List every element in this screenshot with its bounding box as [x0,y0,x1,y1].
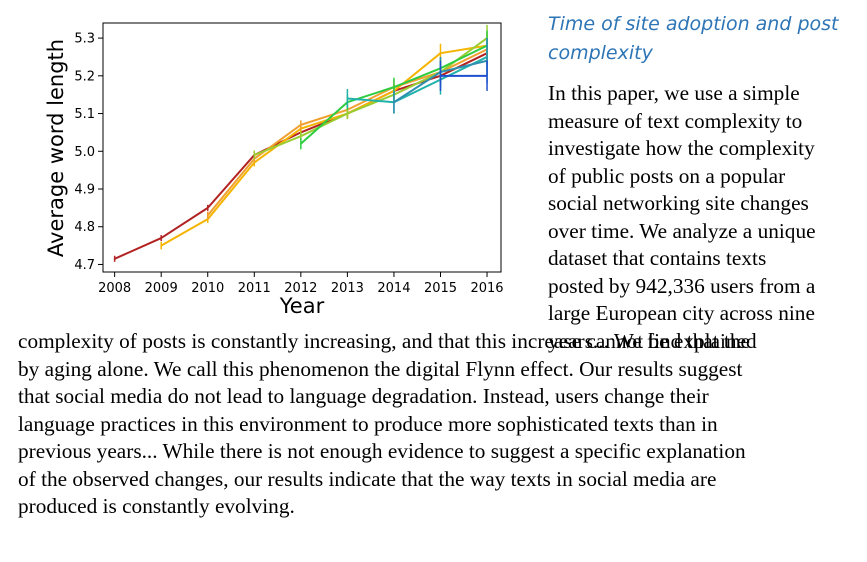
y-tick-label: 5.1 [74,107,95,122]
line-chart-figure: 2008 2009 2010 2011 2012 2013 2014 2015 2016 4.7… [0,0,520,330]
abstract-line: In this paper, we use a simple [548,81,800,105]
y-tick-label: 4.7 [74,258,95,273]
abstract-text-top: In this paper, we use a simple measure o… [548,80,860,355]
abstract-text-bottom: complexity of posts is constantly increa… [18,328,863,521]
y-axis-ticks: 4.7 4.8 4.9 5.0 5.1 5.2 5.3 [74,32,103,273]
abstract-line: investigate how the complexity [548,136,815,160]
abstract-line: language practices in this environment t… [18,411,718,436]
x-tick-label: 2009 [145,281,178,296]
abstract-line: complexity of posts is constantly increa… [18,329,757,353]
abstract-line: dataset that contains texts [548,246,767,270]
abstract-line: previous years... While there is not eno… [18,439,746,463]
x-tick-label: 2012 [284,281,317,296]
abstract-line: produced is constantly evolving. [18,494,295,518]
abstract-line: large European city across nine [548,301,815,325]
x-tick-label: 2011 [238,281,271,296]
x-tick-label: 2015 [424,281,457,296]
y-tick-label: 5.3 [74,32,95,47]
series-line-2 [160,44,488,247]
x-tick-label: 2014 [377,281,410,296]
x-tick-label: 2010 [191,281,224,296]
abstract-line: measure of text complexity to [548,108,803,133]
x-tick-label: 2013 [331,281,364,296]
series-line-6 [347,56,488,104]
x-axis-ticks: 2008 2009 2010 2011 2012 2013 2014 2015 2016 [98,272,504,296]
abstract-line: that social media do not lead to languag… [18,384,709,408]
x-axis-title: Year [279,294,325,318]
x-tick-label: 2016 [470,281,503,296]
series-line-4 [253,37,488,156]
y-tick-label: 4.9 [74,183,95,198]
chart-svg: 2008 2009 2010 2011 2012 2013 2014 2015 2016 4.7… [44,22,504,318]
plot-frame [102,22,502,273]
y-tick-label: 5.2 [74,69,95,84]
abstract-line: of the observed changes, our results ind… [18,466,717,491]
abstract-line: of public posts on a popular [548,163,786,188]
y-tick-label: 4.8 [74,220,95,235]
abstract-line: years... We find that the [548,328,750,353]
abstract-line: over time. We analyze a unique [548,218,816,243]
y-tick-label: 5.0 [74,145,95,160]
y-axis-title: Average word length [44,39,68,257]
chart-marks [113,24,488,262]
abstract-line: posted by 942,336 users from a [548,273,816,298]
abstract-line: social networking site changes [548,191,809,215]
abstract-line: by aging alone. We call this phenomenon … [18,356,743,381]
x-tick-label: 2008 [98,281,131,296]
section-title: Time of site adoption and post complexit… [548,13,839,64]
